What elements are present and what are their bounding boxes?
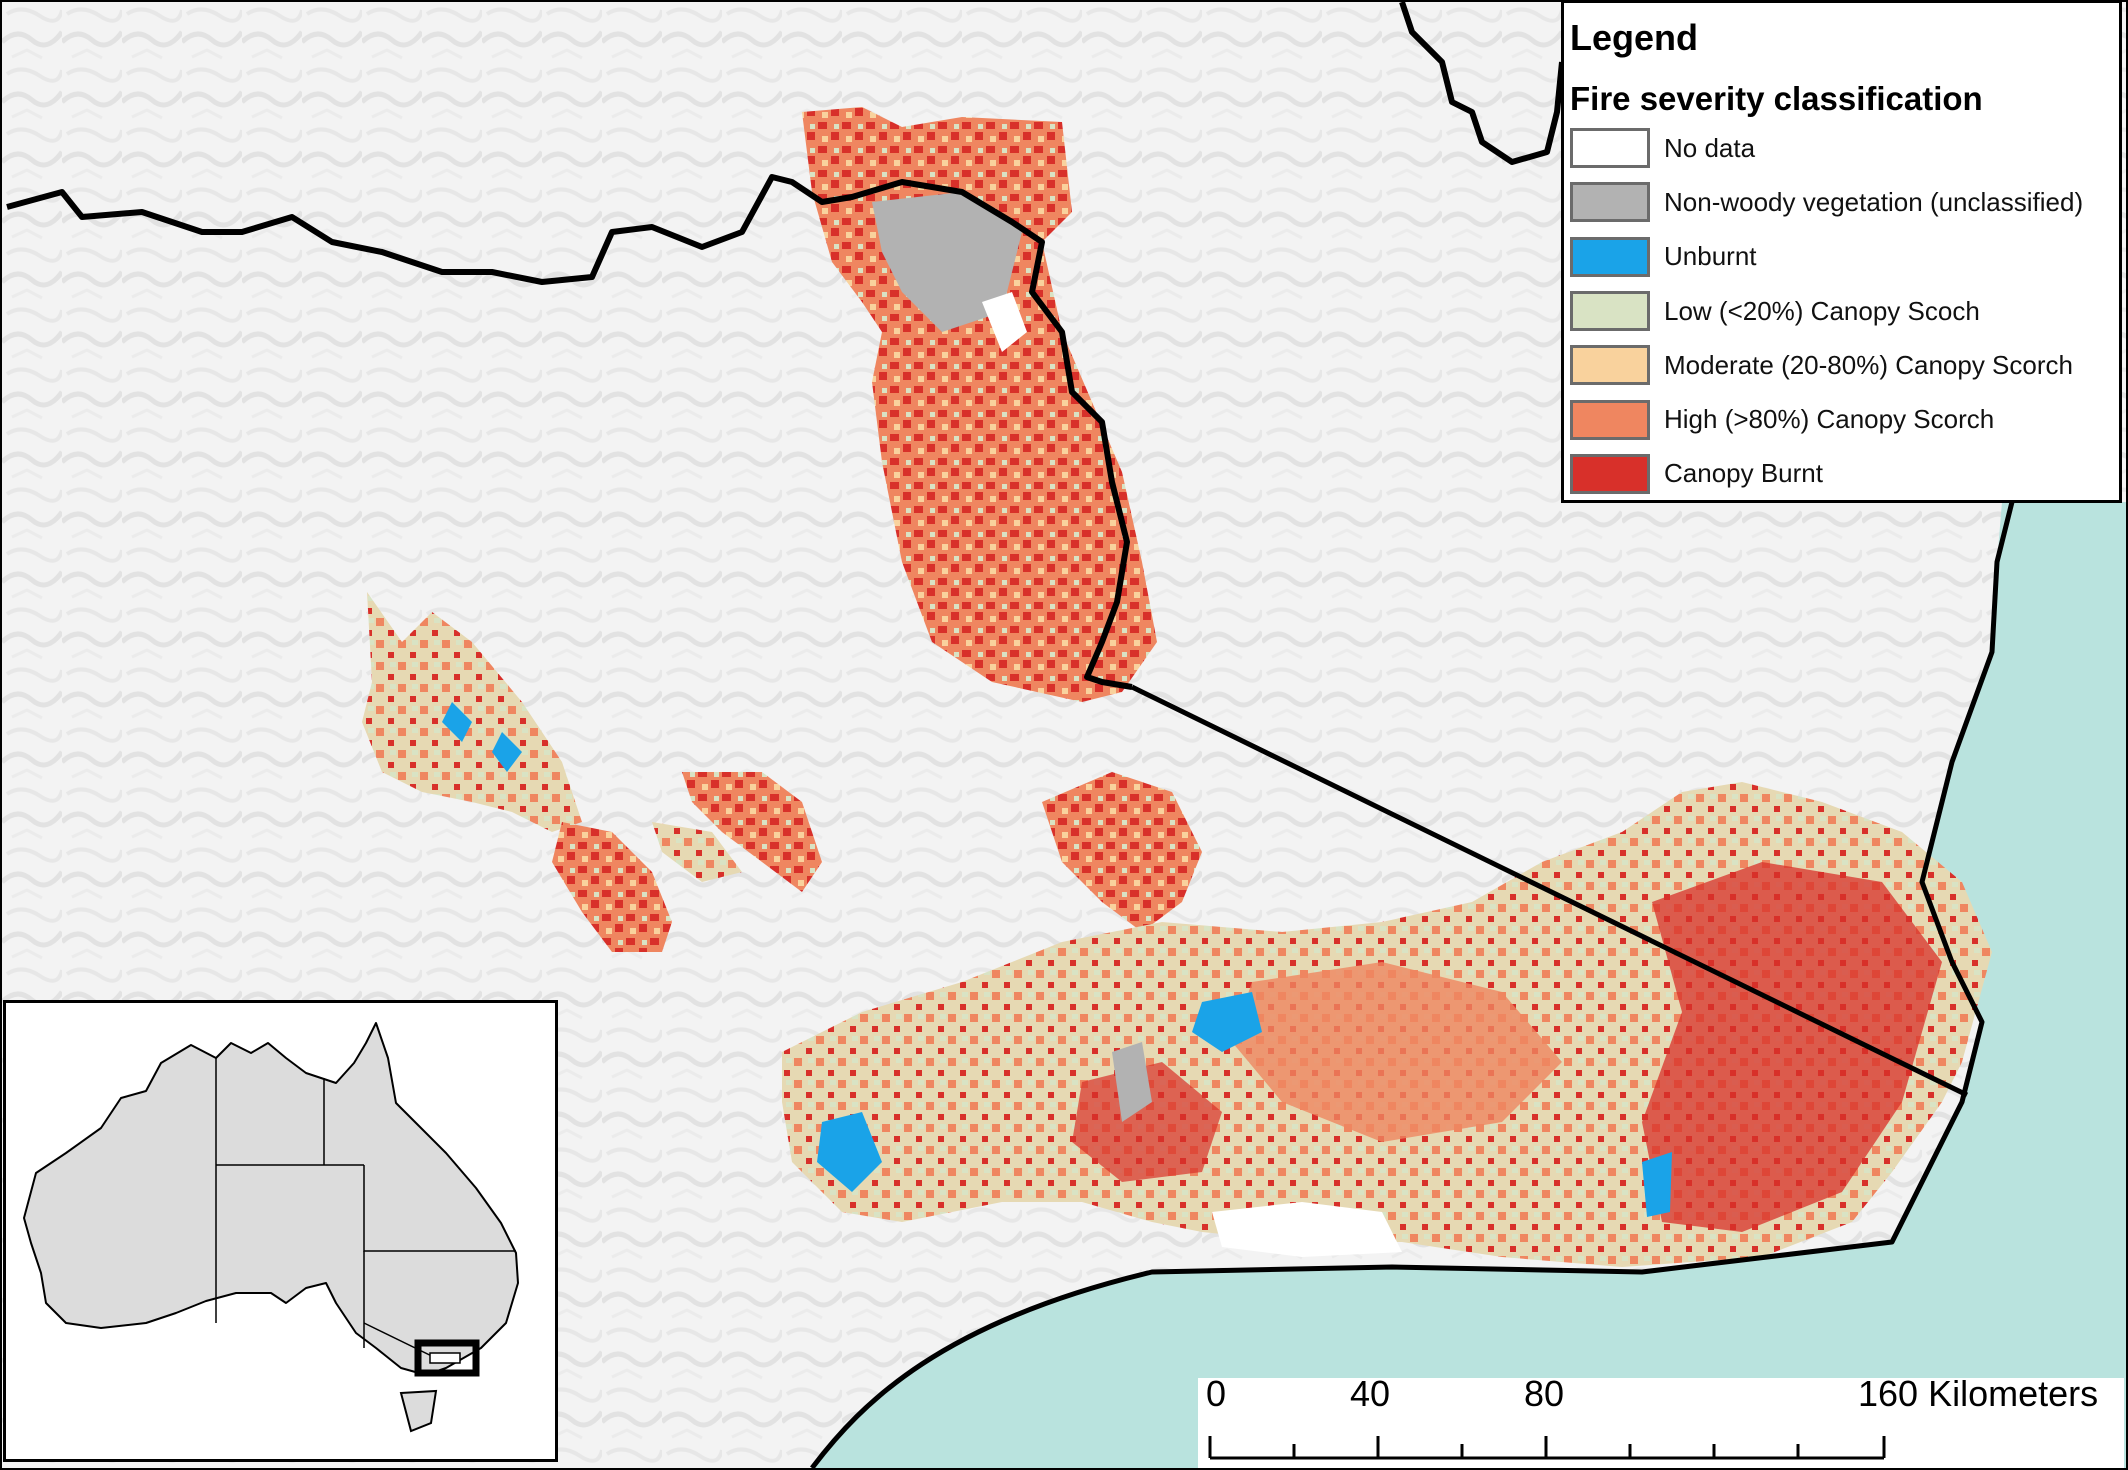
ocean bbox=[812, 502, 2126, 1468]
coastline bbox=[810, 501, 2015, 1468]
legend-item-no-data: No data bbox=[1570, 121, 2119, 175]
legend-swatch-high bbox=[1570, 399, 1650, 440]
legend-label: Moderate (20-80%) Canopy Scorch bbox=[1664, 349, 2073, 380]
legend-item-canopy-burnt: Canopy Burnt bbox=[1570, 447, 2119, 501]
legend-label: No data bbox=[1664, 132, 1756, 163]
inset-map-australia bbox=[3, 1000, 558, 1462]
fire-extent-west bbox=[362, 592, 822, 952]
state-boundary-ne bbox=[1399, 2, 1565, 165]
legend-title: Legend bbox=[1570, 17, 1699, 58]
scale-bar-ruler bbox=[1208, 1436, 1886, 1460]
scale-label-80: 80 bbox=[1524, 1373, 1565, 1414]
legend-label: Canopy Burnt bbox=[1664, 458, 1823, 489]
legend-swatch-no-data bbox=[1570, 128, 1650, 169]
legend-swatch-moderate bbox=[1570, 345, 1650, 386]
legend-item-low: Low (<20%) Canopy Scoch bbox=[1570, 284, 2119, 338]
legend-item-non-woody: Non-woody vegetation (unclassified) bbox=[1570, 175, 2119, 229]
fire-extent-north bbox=[802, 107, 1157, 702]
australia-outline bbox=[23, 1022, 519, 1433]
legend-item-high: High (>80%) Canopy Scorch bbox=[1570, 392, 2119, 446]
legend-label: Non-woody vegetation (unclassified) bbox=[1664, 186, 2084, 217]
study-area-locator bbox=[414, 1339, 480, 1377]
border-line-diagonal bbox=[1130, 684, 1969, 1098]
scale-label-0: 0 bbox=[1206, 1373, 1227, 1414]
legend-label: Low (<20%) Canopy Scoch bbox=[1664, 295, 1980, 326]
legend-swatch-low bbox=[1570, 291, 1650, 332]
scale-label-160: 160 Kilometers bbox=[1858, 1373, 2099, 1414]
legend-item-moderate: Moderate (20-80%) Canopy Scorch bbox=[1570, 338, 2119, 392]
legend-panel: Legend Fire severity classification No d… bbox=[1561, 0, 2122, 503]
scale-label-40: 40 bbox=[1350, 1373, 1391, 1414]
legend-label: High (>80%) Canopy Scorch bbox=[1664, 404, 1995, 435]
legend-item-unburnt: Unburnt bbox=[1570, 230, 2119, 284]
scale-bar: 0 40 80 160 Kilometers bbox=[1198, 1373, 2124, 1468]
state-boundary bbox=[6, 174, 1133, 690]
legend-label: Unburnt bbox=[1664, 241, 1757, 272]
legend-swatch-unburnt bbox=[1570, 236, 1650, 277]
legend-subtitle: Fire severity classification bbox=[1570, 80, 1983, 117]
legend-swatch-canopy-burnt bbox=[1570, 453, 1650, 494]
fire-extent-south bbox=[782, 772, 1992, 1267]
legend-swatch-non-woody bbox=[1570, 182, 1650, 223]
